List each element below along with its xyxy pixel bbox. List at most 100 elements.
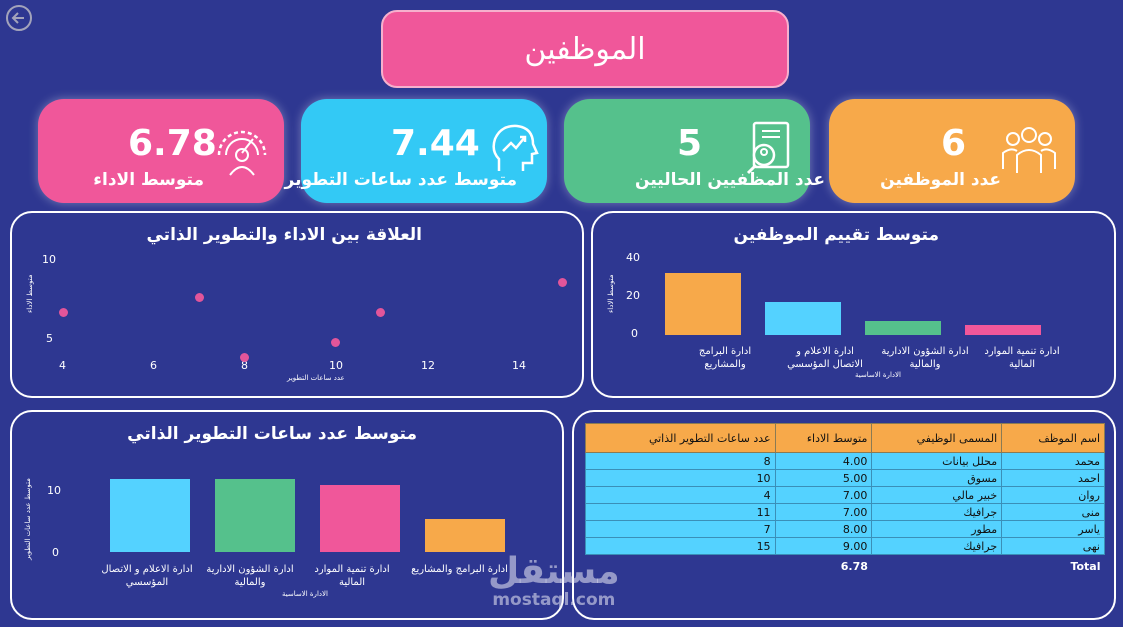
arrow-left-icon (11, 12, 24, 24)
table-row[interactable]: 4 7.00 خبير مالي روان (585, 486, 1105, 504)
bar[interactable] (965, 325, 1041, 335)
job-title-cell: جرافيك (871, 537, 1003, 555)
scatter-point[interactable] (557, 277, 567, 287)
kpi-value: 6.78 (128, 123, 217, 164)
job-title-cell: مطور (871, 520, 1003, 538)
scatter-point[interactable] (239, 352, 249, 362)
name-cell: منى (1001, 503, 1105, 521)
x-tick: 14 (512, 359, 526, 372)
y-tick: 10 (42, 253, 56, 266)
name-cell: محمد (1001, 452, 1105, 470)
scatter-point[interactable] (58, 307, 68, 317)
y-axis-label: متوسط عدد ساعات التطوير (24, 478, 32, 560)
rating-panel: متوسط تقييم الموظفين متوسط الاداء 40 20 … (591, 211, 1116, 398)
panel-title: العلاقة بين الاداء والتطوير الذاتي (146, 225, 422, 245)
x-axis-label: الادارة الاساسية (282, 590, 328, 598)
kpi-value: 5 (677, 123, 703, 164)
y-tick: 40 (626, 251, 640, 264)
category-label: ادارة الاعلام و الاتصال المؤسسي (101, 564, 193, 588)
category-label: ادارة تنمية الموارد المالية (314, 564, 390, 588)
x-tick: 12 (421, 359, 435, 372)
watermark-arabic: مستقل (488, 551, 620, 592)
resume-search-icon (746, 121, 790, 175)
x-axis-label: عدد ساعات التطوير (287, 374, 345, 382)
table-row[interactable]: 10 5.00 مسوق احمد (585, 469, 1105, 487)
y-axis-label: متوسط الاداء (26, 274, 34, 313)
total-label: Total (1070, 559, 1101, 573)
name-cell: ياسر (1001, 520, 1105, 538)
performance-cell: 4.00 (774, 452, 873, 470)
performance-cell: 7.00 (774, 486, 873, 504)
bar[interactable] (214, 478, 295, 552)
kpi-label: عدد المظفيين الحاليين (635, 170, 825, 190)
table-row[interactable]: 8 4.00 محلل بيانات محمد (585, 452, 1105, 470)
category-label: ادارة البرامج والمشاريع (698, 346, 752, 370)
column-header[interactable]: اسم الموظف (1001, 423, 1105, 453)
watermark-latin: mostaql.com (492, 590, 616, 610)
scatter-point[interactable] (330, 337, 340, 347)
category-label: ادارة الاعلام و الاتصال المؤسسي (787, 346, 863, 370)
page-title: الموظفين (381, 10, 789, 88)
bar[interactable] (424, 518, 505, 552)
job-title-cell: خبير مالي (871, 486, 1003, 504)
performance-cell: 7.00 (774, 503, 873, 521)
kpi-label: عدد الموظفين (880, 170, 1001, 190)
bar[interactable] (765, 301, 841, 335)
column-header[interactable]: عدد ساعات التطوير الذاتي (585, 423, 776, 453)
y-tick: 10 (47, 484, 61, 497)
job-title-cell: مسوق (871, 469, 1003, 487)
y-axis-label: متوسط الاداء (607, 274, 615, 313)
table-row[interactable]: 11 7.00 جرافيك منى (585, 503, 1105, 521)
back-button[interactable] (6, 5, 32, 31)
performance-cell: 5.00 (774, 469, 873, 487)
kpi-label: متوسط عدد ساعات التطوير (284, 170, 517, 190)
job-title-cell: محلل بيانات (871, 452, 1003, 470)
watermark: مستقل mostaql.com (488, 551, 620, 610)
kpi-card-performance: 6.78 متوسط الاداء (38, 99, 284, 203)
x-axis-label: الادارة الاساسية (855, 371, 901, 379)
bar[interactable] (665, 272, 741, 335)
column-header[interactable]: متوسط الاداء (774, 423, 873, 453)
scatter-point[interactable] (376, 307, 386, 317)
y-tick: 0 (631, 327, 638, 340)
panel-title: متوسط عدد ساعات التطوير الذاتي (127, 424, 417, 444)
kpi-card-dev-hours: 7.44 متوسط عدد ساعات التطوير (285, 99, 547, 203)
category-label: ادارة تنمية الموارد المالية (984, 346, 1060, 370)
scatter-plot-area (58, 267, 567, 362)
table-row[interactable]: 7 8.00 مطور ياسر (585, 520, 1105, 538)
rating-bar-area (653, 257, 1073, 335)
hours-panel: متوسط عدد ساعات التطوير الذاتي متوسط عدد… (10, 410, 564, 620)
table-row[interactable]: 15 9.00 جرافيك نهى (585, 537, 1105, 555)
kpi-value: 6 (941, 123, 967, 164)
table-total-row: 6.78 Total (586, 555, 1105, 578)
bar[interactable] (109, 478, 190, 552)
performance-cell: 8.00 (774, 520, 873, 538)
bar[interactable] (865, 321, 941, 335)
hours-cell: 11 (585, 503, 776, 521)
kpi-label: متوسط الاداء (93, 170, 204, 190)
hours-cell: 4 (585, 486, 776, 504)
scatter-point[interactable] (194, 292, 204, 302)
kpi-card-current-employees: 5 عدد المظفيين الحاليين (564, 99, 825, 203)
y-tick: 5 (46, 332, 53, 345)
category-label: ادارة الشؤون الادارية والمالية (206, 564, 294, 588)
name-cell: احمد (1001, 469, 1105, 487)
kpi-value: 7.44 (391, 123, 480, 164)
employee-table: عدد ساعات التطوير الذاتي متوسط الاداء ال… (585, 423, 1105, 577)
total-value: 6.78 (840, 559, 868, 573)
hours-cell: 7 (585, 520, 776, 538)
y-tick: 0 (52, 546, 59, 559)
scatter-panel: العلاقة بين الاداء والتطوير الذاتي متوسط… (10, 211, 584, 398)
column-header[interactable]: المسمى الوظيفي (871, 423, 1003, 453)
hours-cell: 8 (585, 452, 776, 470)
team-icon (1002, 127, 1056, 173)
category-label: ادارة البرامج والمشاريع (411, 564, 508, 575)
kpi-card-total-employees: 6 عدد الموظفين (829, 99, 1075, 203)
x-tick: 4 (59, 359, 66, 372)
name-cell: نهى (1001, 537, 1105, 555)
job-title-cell: جرافيك (871, 503, 1003, 521)
hours-cell: 10 (585, 469, 776, 487)
x-tick: 8 (241, 359, 248, 372)
bar[interactable] (319, 485, 400, 552)
head-growth-icon (492, 124, 539, 171)
